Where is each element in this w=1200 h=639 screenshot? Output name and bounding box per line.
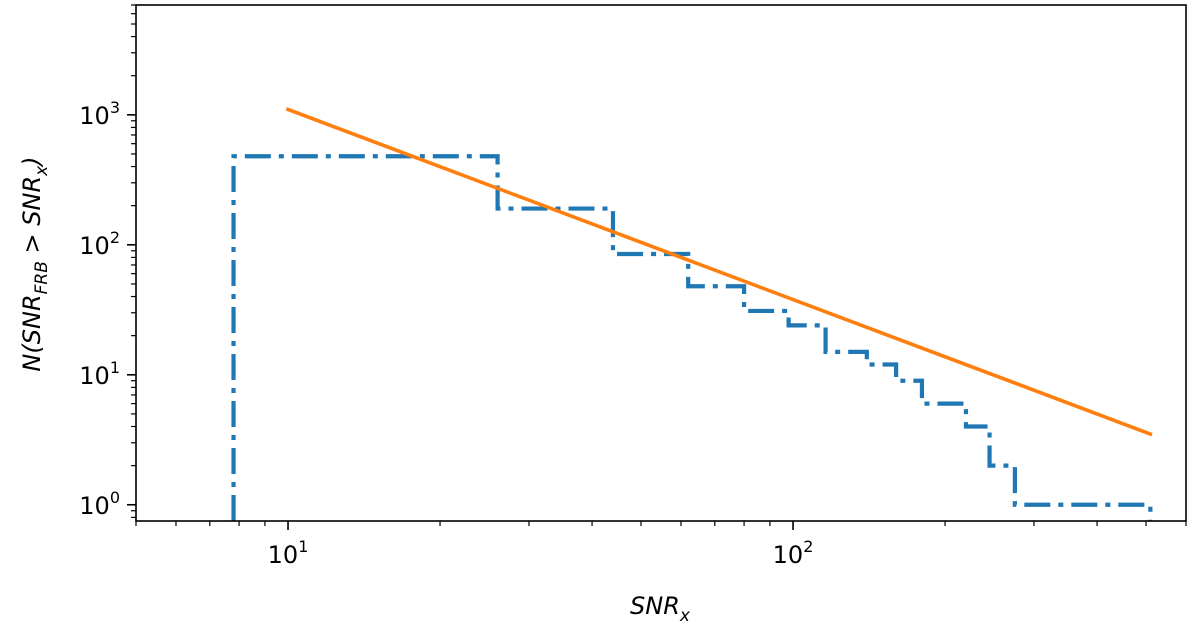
plot-frame <box>135 4 1187 522</box>
x-tick-label: 102 <box>773 537 814 569</box>
y-tick-label: 103 <box>79 98 120 130</box>
cumulative-step-series <box>231 154 1153 521</box>
y-axis-label: N(SNRFRB > SNRx) <box>18 156 52 371</box>
y-tick-label: 101 <box>79 358 120 390</box>
x-axis-label: SNRx <box>630 592 691 626</box>
x-tick-label: 101 <box>268 537 309 569</box>
axes: 101 102 100 101 102 103 <box>79 4 1187 569</box>
y-tick-label: 102 <box>79 228 120 260</box>
y-tick-label: 100 <box>79 488 120 520</box>
series-layer <box>231 107 1153 521</box>
power-law-fit-line <box>285 107 1153 437</box>
